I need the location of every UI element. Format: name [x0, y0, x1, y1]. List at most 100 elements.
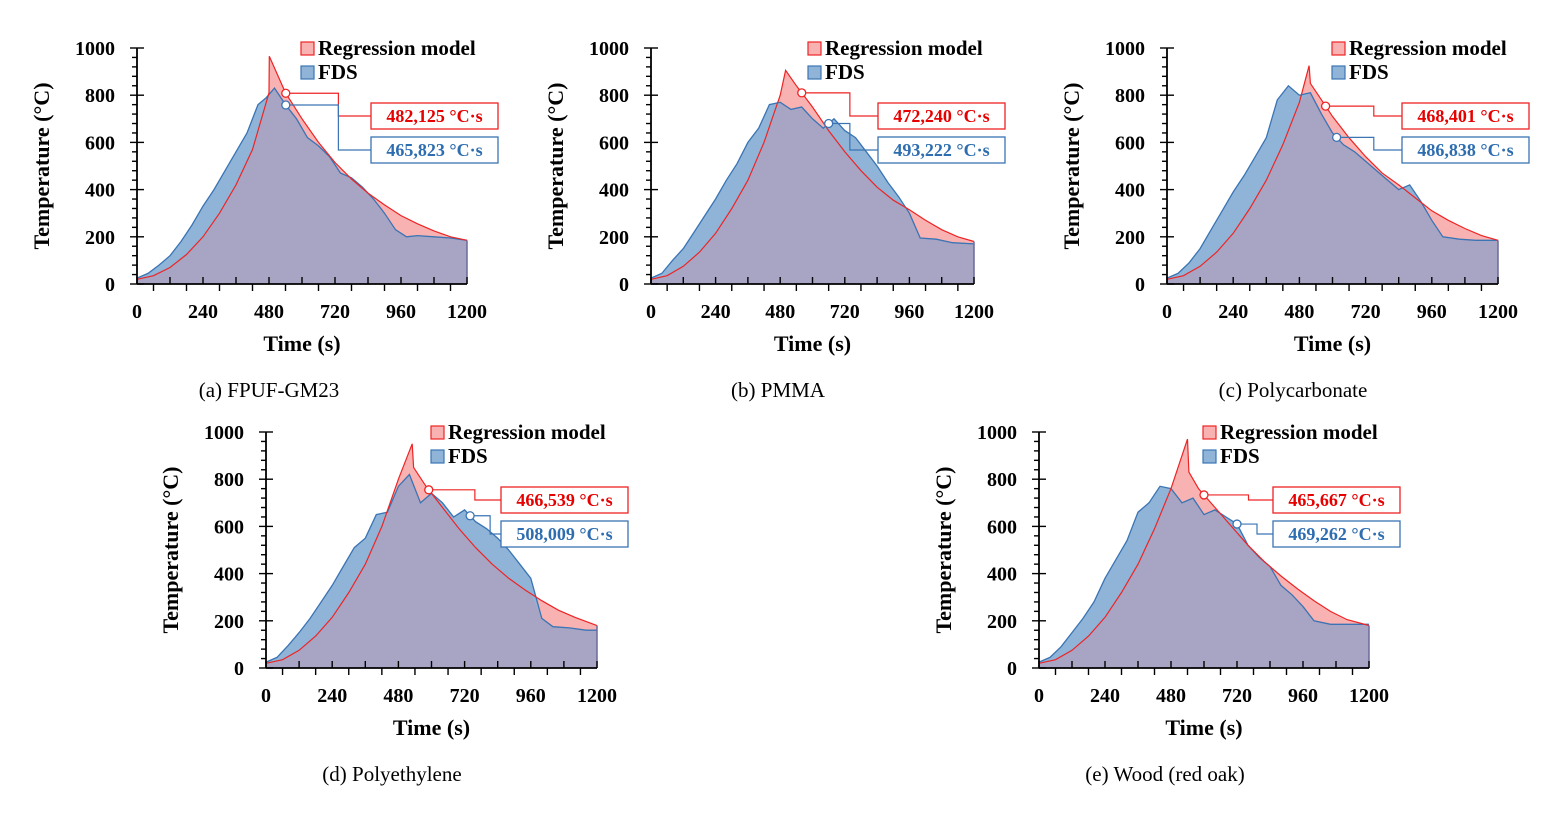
x-tick-label: 720 — [320, 301, 350, 323]
legend-swatch-regression — [300, 41, 315, 56]
chart-panel-d: 0 200 400 600 800 1000 0 240 480 720 960 1200 Time (… — [158, 420, 629, 786]
y-tick-label: 600 — [599, 132, 629, 154]
x-tick-label: 720 — [450, 685, 480, 707]
fds-annotation-value: 486,838 °C·s — [1417, 140, 1513, 160]
y-axis-title: Temperature (°C) — [543, 82, 568, 249]
y-tick-label: 800 — [214, 469, 244, 491]
regression-leader-line — [801, 92, 878, 117]
fds-annotation-value: 493,222 °C·s — [893, 140, 989, 160]
fds-annotation-box — [370, 136, 499, 164]
x-tick-label: 1200 — [954, 301, 994, 323]
x-tick-label: 1200 — [1349, 685, 1389, 707]
fds-annotation-value: 465,823 °C·s — [386, 140, 482, 160]
x-axis-title: Time (s) — [1294, 331, 1371, 356]
regression-line — [265, 443, 598, 664]
fds-annotation-box — [877, 136, 1006, 164]
x-tick-label: 240 — [1090, 685, 1120, 707]
regression-annotation-value: 482,125 °C·s — [386, 106, 482, 126]
fds-line — [1038, 485, 1369, 663]
x-tick-label: 0 — [132, 301, 142, 323]
y-tick-label: 600 — [85, 132, 115, 154]
fds-annotation-box — [1401, 136, 1530, 164]
y-tick-label: 800 — [987, 469, 1017, 491]
x-tick-label: 480 — [1156, 685, 1186, 707]
fds-marker — [281, 100, 291, 110]
legend-swatch-fds — [1331, 65, 1346, 80]
y-tick-label: 200 — [987, 611, 1017, 633]
fds-marker — [1232, 519, 1242, 529]
regression-annotation-box — [370, 102, 499, 130]
legend-label-fds: FDS — [448, 444, 488, 468]
chart-panel-b: 0 200 400 600 800 1000 0 240 480 720 960 1200 Time (… — [543, 36, 1006, 402]
overlap-area — [137, 88, 467, 284]
y-tick-label: 1000 — [1105, 38, 1145, 60]
y-tick-label: 0 — [1135, 274, 1145, 296]
x-axis-title: Time (s) — [774, 331, 851, 356]
y-tick-label: 1000 — [204, 422, 244, 444]
y-axis-title: Temperature (°C) — [158, 466, 183, 633]
y-tick-label: 200 — [85, 227, 115, 249]
legend-label-fds: FDS — [825, 60, 865, 84]
fds-annotation-value: 508,009 °C·s — [516, 524, 612, 544]
legend-label-regression: Regression model — [1349, 36, 1507, 60]
fds-annotation-box — [500, 520, 629, 548]
legend-swatch-fds — [1202, 449, 1217, 464]
y-tick-label: 0 — [1007, 658, 1017, 680]
x-tick-label: 0 — [1162, 301, 1172, 323]
regression-annotation-value: 468,401 °C·s — [1417, 106, 1513, 126]
regression-line — [1166, 65, 1499, 280]
legend-swatch-regression — [430, 425, 445, 440]
regression-marker — [281, 88, 291, 98]
legend-swatch-fds — [300, 65, 315, 80]
x-tick-label: 480 — [1284, 301, 1314, 323]
regression-annotation-value: 466,539 °C·s — [516, 490, 612, 510]
legend-swatch-regression — [1202, 425, 1217, 440]
regression-marker — [1320, 101, 1331, 111]
overlap-area — [1039, 488, 1369, 668]
y-tick-label: 400 — [85, 180, 115, 202]
fds-leader-line — [470, 515, 501, 535]
x-tick-label: 960 — [516, 685, 546, 707]
legend-label-regression: Regression model — [448, 420, 606, 444]
fds-marker — [465, 511, 475, 521]
fds-line — [1166, 84, 1498, 279]
x-tick-label: 240 — [1218, 301, 1248, 323]
x-tick-label: 960 — [1417, 301, 1447, 323]
y-tick-label: 1000 — [977, 422, 1017, 444]
y-axis-title: Temperature (°C) — [1059, 82, 1084, 249]
regression-marker — [1199, 490, 1209, 500]
fds-marker — [824, 118, 834, 129]
fds-annotation-value: 469,262 °C·s — [1288, 524, 1384, 544]
legend-label-fds: FDS — [318, 60, 358, 84]
regression-line — [136, 56, 468, 280]
fds-annotation-box — [1272, 520, 1401, 548]
fds-leader-line — [285, 104, 371, 151]
x-tick-label: 960 — [894, 301, 924, 323]
regression-annotation-value: 465,667 °C·s — [1288, 490, 1384, 510]
legend-swatch-regression — [1331, 41, 1346, 56]
legend-label-regression: Regression model — [1220, 420, 1378, 444]
x-tick-label: 1200 — [577, 685, 617, 707]
x-tick-label: 960 — [1288, 685, 1318, 707]
x-tick-label: 720 — [1222, 685, 1252, 707]
y-tick-label: 1000 — [589, 38, 629, 60]
panel-caption: (d) Polyethylene — [322, 762, 461, 786]
regression-annotation-box — [500, 486, 629, 514]
fds-leader-line — [1336, 136, 1402, 151]
panel-caption: (e) Wood (red oak) — [1085, 762, 1244, 786]
regression-annotation-box — [1401, 102, 1530, 130]
regression-leader-line — [428, 489, 501, 501]
x-tick-label: 480 — [254, 301, 284, 323]
regression-leader-line — [1325, 105, 1402, 117]
x-tick-label: 720 — [830, 301, 860, 323]
x-axis-title: Time (s) — [263, 331, 340, 356]
x-tick-label: 0 — [1034, 685, 1044, 707]
x-tick-label: 240 — [317, 685, 347, 707]
x-tick-label: 480 — [765, 301, 795, 323]
legend-swatch-regression — [807, 41, 822, 56]
overlap-area — [1167, 92, 1498, 284]
legend-label-regression: Regression model — [825, 36, 983, 60]
regression-marker — [424, 485, 434, 495]
regression-annotation-box — [877, 102, 1006, 130]
